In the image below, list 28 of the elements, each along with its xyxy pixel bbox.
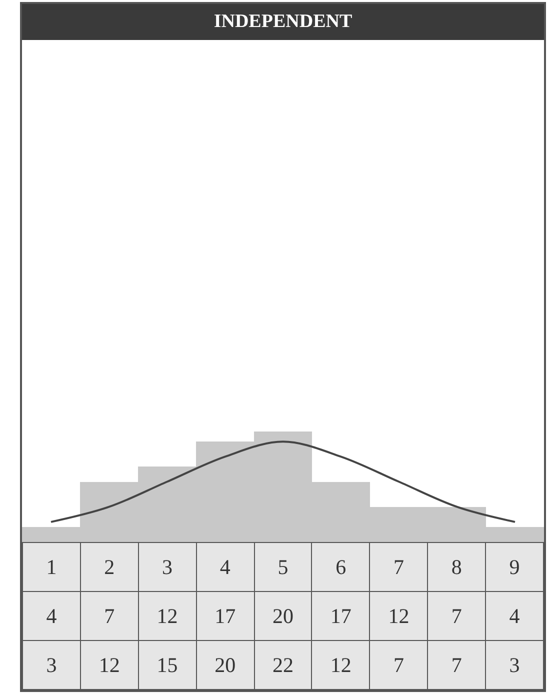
- x-tick-label: 4: [196, 542, 254, 592]
- data-label: 20: [196, 640, 254, 690]
- x-tick-label: 6: [312, 542, 370, 592]
- x-tick-label: 1: [22, 542, 80, 592]
- x-tick-label: 5: [254, 542, 312, 592]
- data-label: 7: [428, 640, 486, 690]
- data-label: 15: [138, 640, 196, 690]
- x-tick-label: 3: [138, 542, 196, 592]
- x-tick-label: 9: [486, 542, 544, 592]
- data-label: 12: [312, 640, 370, 690]
- data-label: 12: [138, 592, 196, 640]
- data-label: 12: [370, 592, 428, 640]
- chart-title: INDEPENDENT: [22, 4, 544, 40]
- data-label: 3: [22, 640, 80, 690]
- x-tick-label: 8: [428, 542, 486, 592]
- data-label: 20: [254, 592, 312, 640]
- data-label: 12: [80, 640, 138, 690]
- data-label: 7: [428, 592, 486, 640]
- x-tick-label: 2: [80, 542, 138, 592]
- data-label: 17: [196, 592, 254, 640]
- data-label: 3: [486, 640, 544, 690]
- data-label: 4: [486, 592, 544, 640]
- x-tick-label: 7: [370, 542, 428, 592]
- data-label: 7: [370, 640, 428, 690]
- data-label: 22: [254, 640, 312, 690]
- data-label: 4: [22, 592, 80, 640]
- data-label: 17: [312, 592, 370, 640]
- data-label: 7: [80, 592, 138, 640]
